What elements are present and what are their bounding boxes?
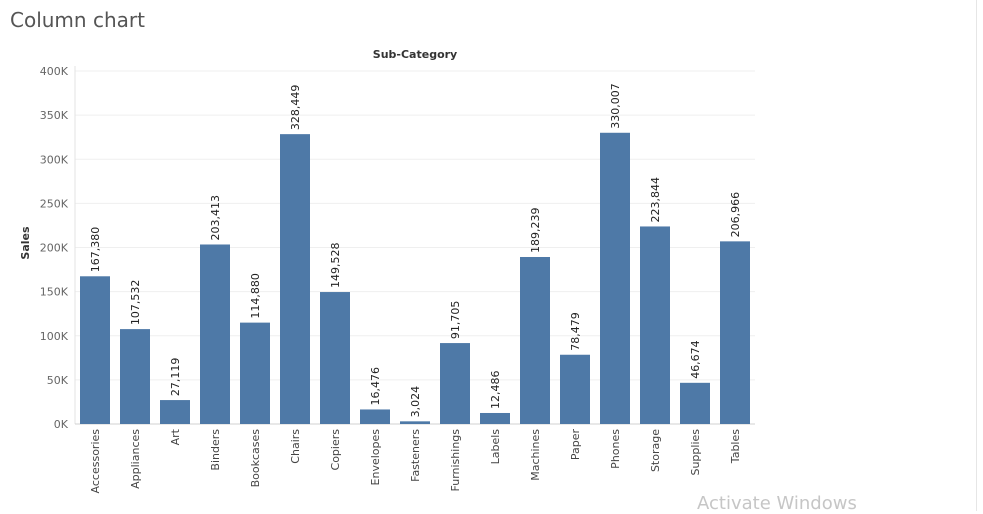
bar[interactable] [320, 292, 350, 424]
bar[interactable] [600, 132, 630, 424]
data-label: 46,674 [689, 340, 702, 379]
category-label: Machines [529, 429, 542, 481]
bars [80, 132, 750, 425]
y-tick-label: 250K [40, 197, 69, 210]
bar[interactable] [360, 409, 390, 424]
chart-header-title: Sub-Category [373, 48, 457, 61]
y-tick-label: 350K [40, 109, 69, 122]
y-tick-label: 0K [54, 418, 69, 431]
data-label: 330,007 [609, 83, 622, 129]
data-label: 91,705 [449, 301, 462, 340]
category-label: Phones [609, 429, 622, 469]
data-label: 167,380 [89, 227, 102, 273]
category-label: Bookcases [249, 429, 262, 488]
bar[interactable] [240, 322, 270, 424]
bar[interactable] [680, 382, 710, 424]
bar[interactable] [280, 134, 310, 425]
y-axis-title: Sales [19, 226, 32, 260]
category-label: Fasteners [409, 429, 422, 482]
data-label: 78,479 [569, 312, 582, 351]
bar[interactable] [120, 329, 150, 424]
data-label: 107,532 [129, 280, 142, 326]
bar[interactable] [480, 412, 510, 424]
category-label: Chairs [289, 429, 302, 464]
category-label: Paper [569, 429, 582, 461]
y-axis-ticks: 0K 50K 100K 150K 200K 250K 300K 350K 400K [40, 65, 69, 431]
activate-windows-watermark: Activate Windows [697, 493, 857, 514]
y-tick-label: 200K [40, 242, 69, 255]
data-labels: 167,380 107,532 27,119 203,413 114,880 328,44… [89, 83, 742, 417]
category-label: Binders [209, 429, 222, 471]
category-label: Appliances [129, 429, 142, 489]
y-tick-label: 300K [40, 153, 69, 166]
y-tick-label: 400K [40, 65, 69, 78]
page-title: Column chart [10, 8, 145, 32]
data-label: 149,528 [329, 243, 342, 289]
category-label: Art [169, 428, 182, 445]
data-label: 12,486 [489, 370, 502, 409]
bar[interactable] [440, 343, 470, 424]
data-label: 3,024 [409, 386, 422, 418]
data-label: 114,880 [249, 273, 262, 319]
window-edge [976, 0, 977, 511]
category-label: Envelopes [369, 429, 382, 486]
bar[interactable] [400, 421, 430, 424]
bar[interactable] [200, 244, 230, 424]
data-label: 16,476 [369, 367, 382, 406]
data-label: 223,844 [649, 177, 662, 223]
category-label: Accessories [89, 429, 102, 494]
bar[interactable] [80, 276, 110, 424]
y-tick-label: 100K [40, 330, 69, 343]
bar[interactable] [720, 241, 750, 424]
category-label: Supplies [689, 429, 702, 476]
y-tick-label: 150K [40, 286, 69, 299]
category-label: Furnishings [449, 429, 462, 492]
data-label: 203,413 [209, 195, 222, 241]
category-label: Tables [729, 429, 742, 464]
bar[interactable] [520, 256, 550, 424]
category-label: Storage [649, 429, 662, 472]
bar[interactable] [160, 400, 190, 424]
data-label: 189,239 [529, 207, 542, 253]
data-label: 206,966 [729, 192, 742, 238]
bar[interactable] [560, 354, 590, 424]
y-tick-label: 50K [47, 374, 69, 387]
category-labels: Accessories Appliances Art Binders Bookcases… [89, 428, 742, 493]
bar[interactable] [640, 226, 670, 424]
data-label: 27,119 [169, 358, 182, 397]
data-label: 328,449 [289, 85, 302, 131]
category-label: Copiers [329, 429, 342, 471]
category-label: Labels [489, 429, 502, 465]
